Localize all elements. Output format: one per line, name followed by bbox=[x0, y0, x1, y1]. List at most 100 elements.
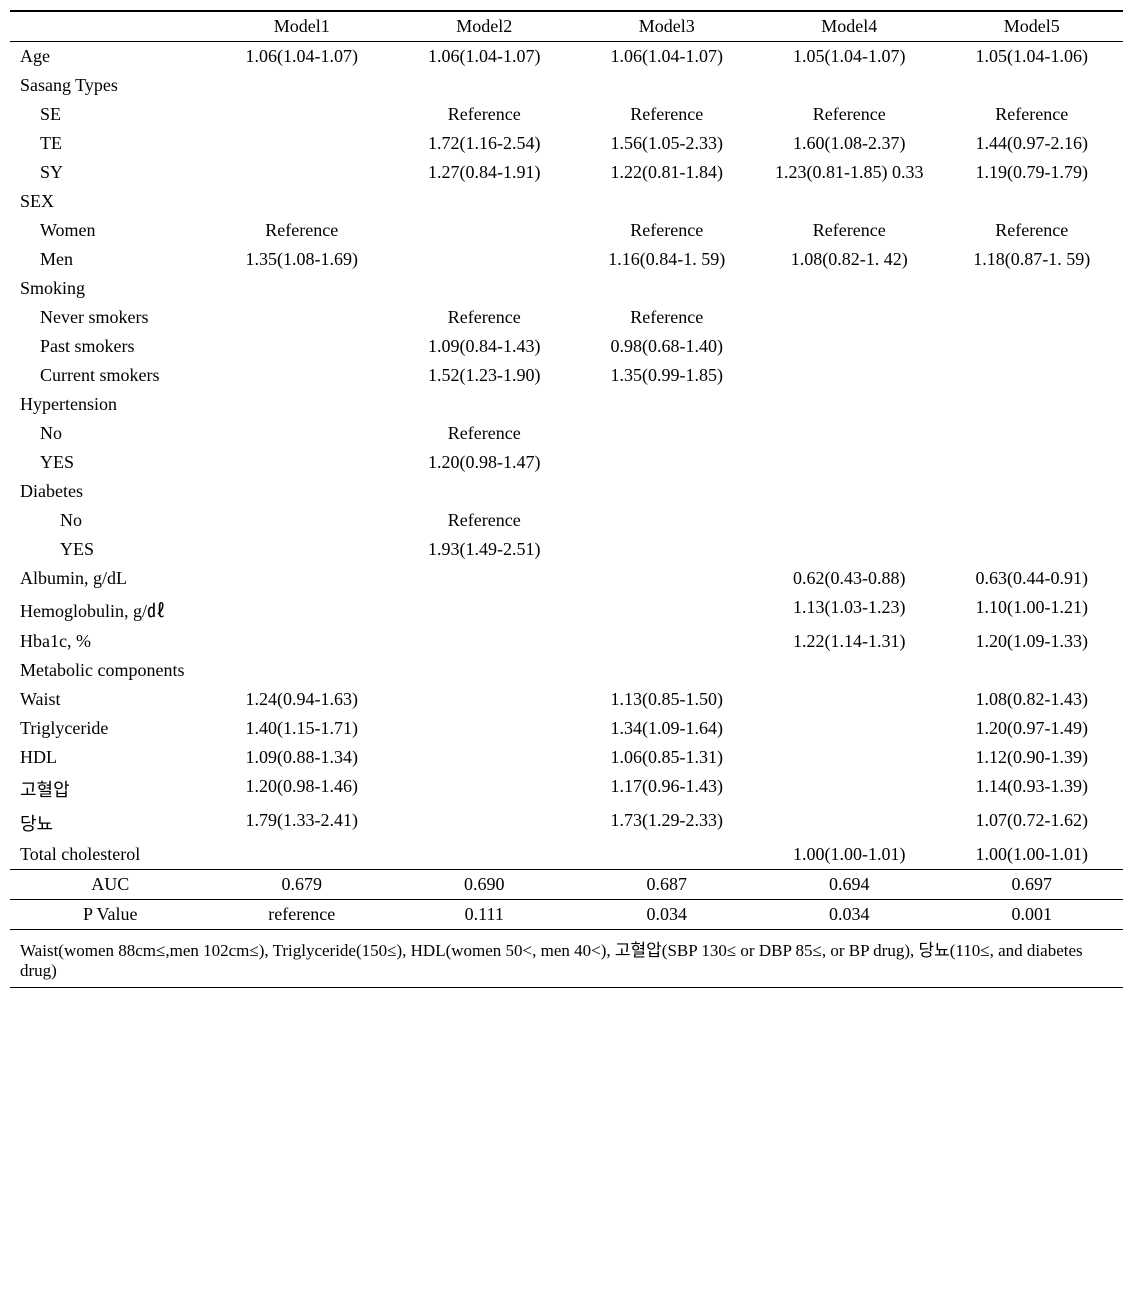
cell: 1.24(0.94-1.63) bbox=[211, 685, 393, 714]
label-sasang: Sasang Types bbox=[10, 71, 211, 100]
cell: 1.06(1.04-1.07) bbox=[211, 42, 393, 72]
cell: 1.09(0.84-1.43) bbox=[393, 332, 575, 361]
regression-table: Model1 Model2 Model3 Model4 Model5 Age 1… bbox=[10, 10, 1123, 988]
cell: 0.111 bbox=[393, 900, 575, 930]
label-hno: No bbox=[10, 419, 211, 448]
footnote-text: Waist(women 88cm≤,men 102cm≤), Triglycer… bbox=[10, 930, 1123, 988]
label-se: SE bbox=[10, 100, 211, 129]
label-age: Age bbox=[10, 42, 211, 72]
cell: Reference bbox=[211, 216, 393, 245]
label-auc: AUC bbox=[10, 870, 211, 900]
label-sex: SEX bbox=[10, 187, 211, 216]
cell: Reference bbox=[940, 100, 1123, 129]
cell: 1.20(0.98-1.47) bbox=[393, 448, 575, 477]
cell: 1.10(1.00-1.21) bbox=[940, 593, 1123, 627]
cell: 1.35(0.99-1.85) bbox=[576, 361, 758, 390]
cell: 0.034 bbox=[576, 900, 758, 930]
row-hdl: HDL 1.09(0.88-1.34) 1.06(0.85-1.31) 1.12… bbox=[10, 743, 1123, 772]
cell: 1.06(1.04-1.07) bbox=[393, 42, 575, 72]
label-diab: Diabetes bbox=[10, 477, 211, 506]
row-alb: Albumin, g/dL 0.62(0.43-0.88) 0.63(0.44-… bbox=[10, 564, 1123, 593]
row-dno: No Reference bbox=[10, 506, 1123, 535]
cell: 1.08(0.82-1. 42) bbox=[758, 245, 940, 274]
cell: 1.19(0.79-1.79) bbox=[940, 158, 1123, 187]
row-diab: Diabetes bbox=[10, 477, 1123, 506]
cell: 0.98(0.68-1.40) bbox=[576, 332, 758, 361]
row-te: TE 1.72(1.16-2.54) 1.56(1.05-2.33) 1.60(… bbox=[10, 129, 1123, 158]
label-dmk: 당뇨 bbox=[10, 806, 211, 840]
cell: 1.35(1.08-1.69) bbox=[211, 245, 393, 274]
cell: 0.001 bbox=[940, 900, 1123, 930]
header-m4: Model4 bbox=[758, 11, 940, 42]
row-sex: SEX bbox=[10, 187, 1123, 216]
cell: Reference bbox=[940, 216, 1123, 245]
cell: 0.62(0.43-0.88) bbox=[758, 564, 940, 593]
cell: 1.73(1.29-2.33) bbox=[576, 806, 758, 840]
label-past: Past smokers bbox=[10, 332, 211, 361]
row-never: Never smokers Reference Reference bbox=[10, 303, 1123, 332]
cell: 0.697 bbox=[940, 870, 1123, 900]
label-waist: Waist bbox=[10, 685, 211, 714]
cell: 1.72(1.16-2.54) bbox=[393, 129, 575, 158]
cell: 1.09(0.88-1.34) bbox=[211, 743, 393, 772]
label-pval: P Value bbox=[10, 900, 211, 930]
row-pval: P Value reference 0.111 0.034 0.034 0.00… bbox=[10, 900, 1123, 930]
cell: Reference bbox=[393, 100, 575, 129]
label-bpk: 고혈압 bbox=[10, 772, 211, 806]
row-hemo: Hemoglobulin, g/㎗ 1.13(1.03-1.23) 1.10(1… bbox=[10, 593, 1123, 627]
header-m3: Model3 bbox=[576, 11, 758, 42]
cell: 1.20(0.97-1.49) bbox=[940, 714, 1123, 743]
label-men: Men bbox=[10, 245, 211, 274]
cell: 1.12(0.90-1.39) bbox=[940, 743, 1123, 772]
cell: 1.18(0.87-1. 59) bbox=[940, 245, 1123, 274]
label-hyes: YES bbox=[10, 448, 211, 477]
row-past: Past smokers 1.09(0.84-1.43) 0.98(0.68-1… bbox=[10, 332, 1123, 361]
cell: 1.52(1.23-1.90) bbox=[393, 361, 575, 390]
cell: 1.44(0.97-2.16) bbox=[940, 129, 1123, 158]
cell: 1.22(0.81-1.84) bbox=[576, 158, 758, 187]
label-dno: No bbox=[10, 506, 211, 535]
cell: 0.694 bbox=[758, 870, 940, 900]
cell: 0.63(0.44-0.91) bbox=[940, 564, 1123, 593]
cell: Reference bbox=[576, 216, 758, 245]
row-auc: AUC 0.679 0.690 0.687 0.694 0.697 bbox=[10, 870, 1123, 900]
row-men: Men 1.35(1.08-1.69) 1.16(0.84-1. 59) 1.0… bbox=[10, 245, 1123, 274]
cell: 1.13(0.85-1.50) bbox=[576, 685, 758, 714]
cell: 1.00(1.00-1.01) bbox=[758, 840, 940, 870]
cell: 1.20(0.98-1.46) bbox=[211, 772, 393, 806]
cell: 1.16(0.84-1. 59) bbox=[576, 245, 758, 274]
label-tchol: Total cholesterol bbox=[10, 840, 211, 870]
cell: Reference bbox=[393, 303, 575, 332]
cell: 1.05(1.04-1.06) bbox=[940, 42, 1123, 72]
row-women: Women Reference Reference Reference Refe… bbox=[10, 216, 1123, 245]
row-current: Current smokers 1.52(1.23-1.90) 1.35(0.9… bbox=[10, 361, 1123, 390]
cell: 1.07(0.72-1.62) bbox=[940, 806, 1123, 840]
cell: 1.06(0.85-1.31) bbox=[576, 743, 758, 772]
row-metab: Metabolic components bbox=[10, 656, 1123, 685]
cell: 1.14(0.93-1.39) bbox=[940, 772, 1123, 806]
row-footnote: Waist(women 88cm≤,men 102cm≤), Triglycer… bbox=[10, 930, 1123, 988]
label-smoking: Smoking bbox=[10, 274, 211, 303]
row-sy: SY 1.27(0.84-1.91) 1.22(0.81-1.84) 1.23(… bbox=[10, 158, 1123, 187]
cell: 1.93(1.49-2.51) bbox=[393, 535, 575, 564]
label-hba1c: Hba1c, % bbox=[10, 627, 211, 656]
label-te: TE bbox=[10, 129, 211, 158]
cell: 1.20(1.09-1.33) bbox=[940, 627, 1123, 656]
cell: 1.22(1.14-1.31) bbox=[758, 627, 940, 656]
label-current: Current smokers bbox=[10, 361, 211, 390]
label-sy: SY bbox=[10, 158, 211, 187]
label-hdl: HDL bbox=[10, 743, 211, 772]
cell: 0.690 bbox=[393, 870, 575, 900]
label-dyes: YES bbox=[10, 535, 211, 564]
row-age: Age 1.06(1.04-1.07) 1.06(1.04-1.07) 1.06… bbox=[10, 42, 1123, 72]
row-se: SE Reference Reference Reference Referen… bbox=[10, 100, 1123, 129]
cell: Reference bbox=[393, 419, 575, 448]
row-trig: Triglyceride 1.40(1.15-1.71) 1.34(1.09-1… bbox=[10, 714, 1123, 743]
row-hyper: Hypertension bbox=[10, 390, 1123, 419]
cell: 1.00(1.00-1.01) bbox=[940, 840, 1123, 870]
row-waist: Waist 1.24(0.94-1.63) 1.13(0.85-1.50) 1.… bbox=[10, 685, 1123, 714]
cell: 1.13(1.03-1.23) bbox=[758, 593, 940, 627]
row-smoking: Smoking bbox=[10, 274, 1123, 303]
cell: 1.56(1.05-2.33) bbox=[576, 129, 758, 158]
cell: 1.17(0.96-1.43) bbox=[576, 772, 758, 806]
